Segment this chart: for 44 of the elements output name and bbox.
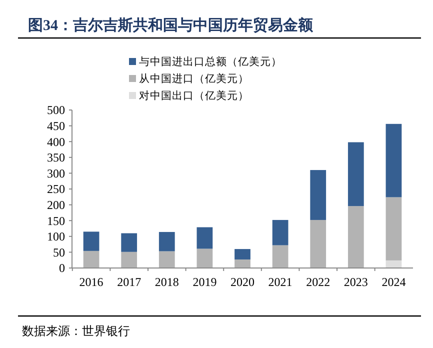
y-tick-label: 400: [47, 134, 65, 149]
y-tick-label: 150: [47, 214, 65, 228]
y-tick-label: 350: [47, 150, 65, 165]
bar: [196, 227, 213, 249]
source-note: 数据来源：世界银行: [22, 324, 130, 338]
bar: [121, 233, 138, 252]
y-tick-label: 50: [53, 245, 65, 260]
bar: [310, 220, 326, 268]
x-tick-label: 2016: [79, 275, 104, 289]
bar: [83, 250, 100, 268]
bar: [158, 251, 175, 268]
x-tick-label: 2020: [230, 275, 254, 289]
bar: [348, 206, 364, 268]
bar: [272, 245, 288, 268]
bar: [348, 142, 364, 206]
x-tick-label: 2019: [192, 275, 217, 289]
bar: [196, 248, 213, 268]
bar: [310, 170, 326, 220]
y-tick-label: 200: [47, 198, 65, 212]
bar: [386, 197, 402, 260]
x-tick-label: 2017: [117, 275, 142, 289]
x-tick-label: 2022: [306, 275, 330, 289]
x-tick-label: 2021: [268, 275, 292, 289]
bar: [386, 124, 402, 198]
legend-label: 从中国进口（亿美元）: [139, 72, 249, 85]
bar: [158, 232, 175, 252]
y-tick-label: 100: [47, 230, 65, 244]
legend-label: 与中国进出口总额（亿美元）: [139, 55, 282, 68]
bar: [121, 252, 138, 268]
x-tick-label: 2024: [382, 275, 406, 289]
bar: [83, 232, 100, 251]
chart-title: 图34：吉尔吉斯共和国与中国历年贸易金额: [28, 16, 314, 34]
legend-label: 对中国出口（亿美元）: [139, 89, 249, 102]
y-tick-label: 300: [47, 166, 65, 180]
y-tick-label: 250: [47, 182, 65, 196]
y-tick-label: 450: [47, 119, 65, 133]
bar: [386, 260, 402, 268]
y-tick-label: 0: [59, 261, 65, 276]
x-tick-label: 2023: [344, 275, 368, 289]
x-tick-label: 2018: [154, 275, 179, 289]
bar: [234, 249, 250, 260]
y-tick-label: 500: [47, 103, 65, 118]
bar: [272, 220, 288, 246]
bar: [234, 259, 250, 268]
